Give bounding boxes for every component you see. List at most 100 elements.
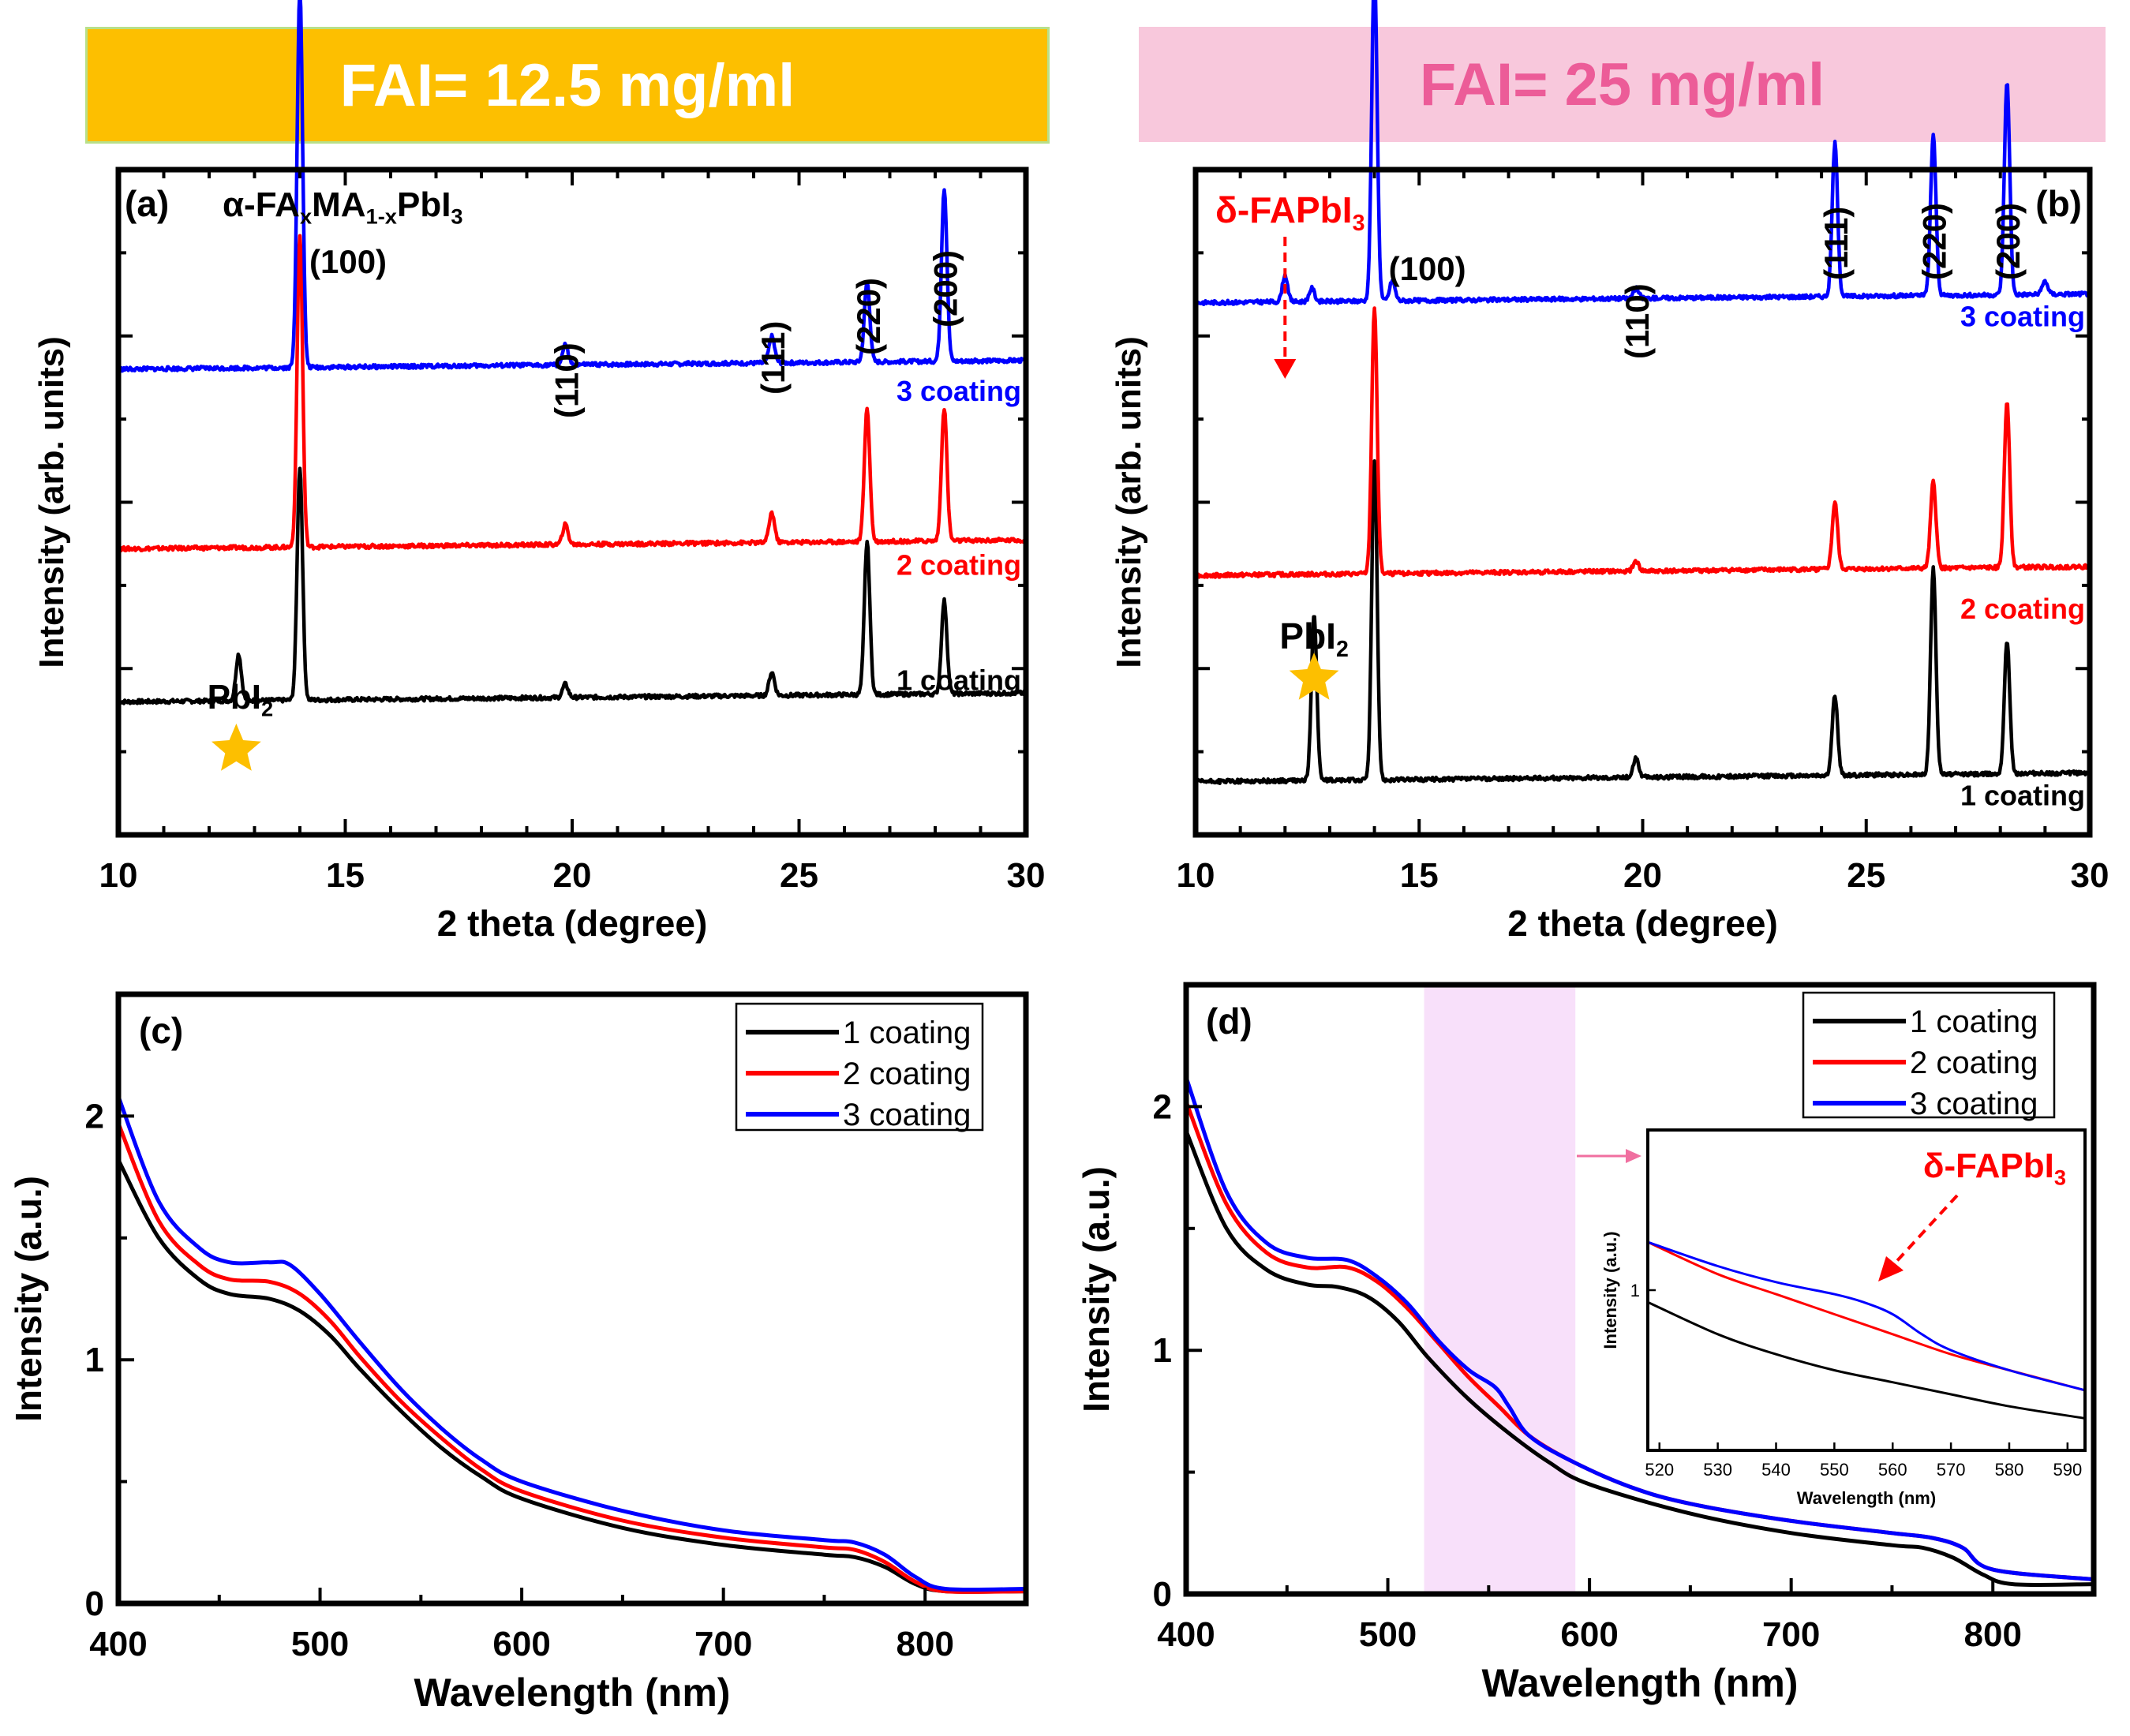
x-tick-label: 25	[1847, 856, 1885, 895]
panel-c: 400 500 600 700 800 0 1 2 Wavelength (nm) Intensi…	[8, 991, 1029, 1715]
y-axis-label: Intensity (arb. units)	[1110, 336, 1148, 668]
y-tick-label: 1	[85, 1341, 104, 1379]
legend-entry: 1 coating	[1910, 1005, 2038, 1039]
x-tick-label: 30	[2071, 856, 2109, 895]
x-tick-label: 20	[1623, 856, 1662, 895]
plot-frame	[115, 991, 1029, 1607]
x-tick-label: 800	[897, 1625, 954, 1663]
banner-fai-12.5: FAI= 12.5 mg/ml	[85, 27, 1050, 144]
legend-entry: 1 coating	[843, 1016, 971, 1050]
legend: 1 coating 2 coating 3 coating	[735, 1002, 984, 1132]
x-axis-label: 2 theta (degree)	[437, 903, 708, 944]
inset-y-tick-label: 1	[1630, 1281, 1640, 1300]
x-tick-label: 20	[553, 856, 592, 895]
series-label: 3 coating	[897, 375, 1021, 407]
inset-x-tick-label: 570	[1937, 1460, 1966, 1480]
x-tick-label: 500	[291, 1625, 349, 1663]
delta-fapbi3-label: δ-FAPbI3	[1215, 189, 1364, 236]
pbi2-label: PbI2	[208, 678, 274, 721]
series-3-coating	[117, 0, 1028, 373]
inset-series-1-coating	[1647, 1300, 2086, 1420]
legend-entry: 2 coating	[1910, 1046, 2038, 1080]
inset-y-axis-label: Intensity (a.u.)	[1600, 1231, 1620, 1349]
inset-x-tick-label: 520	[1645, 1460, 1674, 1480]
peak-label: (200)	[1990, 203, 2027, 280]
pbi2-star-icon	[212, 724, 261, 771]
inset-x-tick-label: 530	[1703, 1460, 1732, 1480]
banner-fai-25: FAI= 25 mg/ml	[1139, 27, 2106, 142]
inset-x-axis-label: Wavelength (nm)	[1797, 1488, 1936, 1508]
pbi2-label: PbI2	[1279, 615, 1348, 662]
x-tick-label: 600	[492, 1625, 550, 1663]
peak-label: (220)	[1916, 203, 1953, 280]
x-tick-label: 800	[1964, 1615, 2022, 1654]
x-tick-label: 10	[1177, 856, 1215, 895]
legend-entry: 3 coating	[843, 1098, 971, 1132]
inset-x-tick-label: 540	[1761, 1460, 1791, 1480]
x-tick-label: 25	[780, 856, 818, 895]
series-1-coating	[1184, 1130, 2094, 1588]
x-tick-label: 700	[694, 1625, 752, 1663]
inset-x-tick-label: 560	[1878, 1460, 1907, 1480]
x-axis-label: Wavelength (nm)	[414, 1671, 731, 1715]
legend-entry: 3 coating	[1910, 1087, 2038, 1121]
series-1-coating	[116, 1158, 1027, 1594]
legend-box	[1802, 991, 2056, 1119]
y-tick-label: 2	[1153, 1087, 1172, 1126]
peak-label: (110)	[1619, 283, 1656, 359]
x-tick-label: 400	[1157, 1615, 1215, 1654]
series-1-coating	[1194, 459, 2091, 786]
peak-label: (110)	[548, 342, 585, 418]
peak-label: (200)	[927, 250, 964, 327]
inset-chart: 520 530 540 550 560 570 580 590 1 Wavelength (nm)…	[1600, 1128, 2087, 1508]
legend-entry: 2 coating	[843, 1057, 971, 1091]
y-tick-label: 2	[85, 1097, 104, 1136]
x-tick-label: 400	[89, 1625, 147, 1663]
inset-x-tick-label: 550	[1820, 1460, 1849, 1480]
panel-label: (c)	[139, 1010, 183, 1051]
plot-frame	[115, 166, 1029, 838]
peak-label-100: (100)	[309, 243, 387, 280]
panel-a: 1 coating 2 coating 3 coating 10 15 20 25 30 2 t…	[32, 0, 1045, 944]
x-tick-label: 500	[1359, 1615, 1417, 1654]
x-axis-label: Wavelength (nm)	[1482, 1661, 1799, 1705]
series-3-coating	[1193, 0, 2092, 307]
pbi2-star-icon	[1289, 653, 1339, 700]
inset-delta-fapbi3-label: δ-FAPbI3	[1923, 1147, 2066, 1190]
series-label: 3 coating	[1960, 301, 2085, 333]
inset-background	[1648, 1130, 2085, 1450]
pink-arrow-head-icon	[1626, 1149, 1641, 1163]
panel-label: (b)	[2035, 183, 2082, 224]
inset-x-tick-label: 590	[2053, 1460, 2082, 1480]
y-axis-label: Intensity (a.u.)	[8, 1176, 49, 1422]
y-tick-label: 1	[1153, 1331, 1172, 1370]
x-tick-label: 15	[326, 856, 365, 895]
y-axis-label: Intensity (a.u.)	[1076, 1166, 1117, 1412]
delta-arrow-head-icon	[1274, 359, 1297, 379]
legend-box	[735, 1002, 984, 1132]
series-3-coating	[116, 1095, 1027, 1592]
x-tick-label: 30	[1007, 856, 1046, 895]
x-tick-label: 10	[99, 856, 138, 895]
series-label: 1 coating	[897, 664, 1021, 696]
y-tick-label: 0	[1153, 1575, 1172, 1614]
plot-frame	[1183, 982, 2097, 1597]
panel-label: (a)	[125, 183, 169, 224]
series-2-coating	[116, 1122, 1027, 1594]
peak-label: (111)	[754, 321, 792, 395]
series-2-coating	[117, 234, 1028, 553]
series-label: 1 coating	[1960, 780, 2085, 812]
legend: 1 coating 2 coating 3 coating	[1802, 991, 2056, 1121]
series-2-coating	[1194, 306, 2092, 579]
inset-delta-arrow-head-icon	[1878, 1256, 1904, 1281]
y-tick-label: 0	[85, 1584, 104, 1623]
panel-label: (d)	[1206, 1001, 1252, 1042]
x-tick-label: 700	[1762, 1615, 1820, 1654]
panel-title: α-FAxMA1-xPbI3	[223, 185, 463, 229]
series-1-coating	[117, 466, 1028, 705]
y-axis-label: Intensity (arb. units)	[32, 336, 71, 668]
inset-series-3-coating	[1647, 1240, 2086, 1392]
series-label: 2 coating	[897, 549, 1021, 582]
inset-x-tick-label: 580	[1995, 1460, 2024, 1480]
